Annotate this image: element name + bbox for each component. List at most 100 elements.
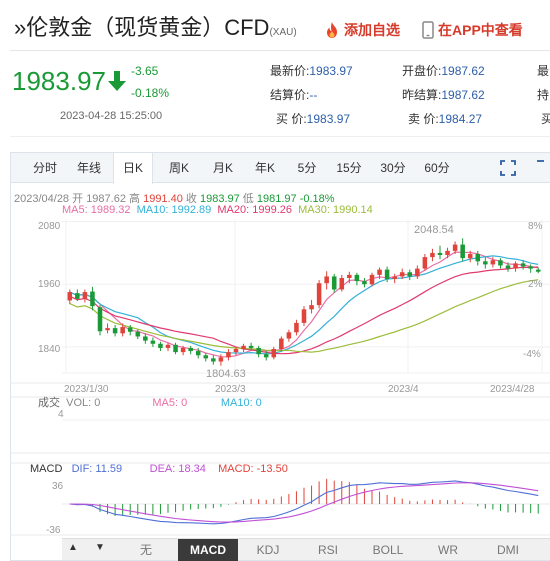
- candle-body-57: [498, 260, 503, 266]
- tab-30min[interactable]: 30分: [380, 161, 406, 175]
- tab-timeshare[interactable]: 分时: [32, 161, 57, 175]
- candle-body-29: [286, 332, 292, 339]
- price-chart[interactable]: 2080 1960 1840 8% 2% -4% 2023/1/30 2023/…: [10, 215, 550, 540]
- add-watchlist-button[interactable]: 添加自选: [324, 20, 400, 40]
- quote-field-prev-settle: 昨结算:1987.62: [402, 88, 485, 102]
- tab-weekly-k[interactable]: 周K: [168, 161, 189, 175]
- ind-rsi[interactable]: RSI: [317, 543, 338, 557]
- quote-field-open: 开盘价:1987.62: [402, 64, 485, 78]
- candle-body-58: [505, 265, 511, 269]
- candle-body-20: [218, 357, 224, 362]
- candle-body-30: [294, 322, 299, 333]
- price-change: -3.65: [131, 64, 159, 78]
- candle-body-60: [520, 263, 526, 267]
- candle-body-15: [180, 347, 186, 353]
- candle-body-39: [362, 281, 367, 285]
- ma5-value: MA5: 1989.32: [62, 204, 131, 216]
- candle-body-42: [384, 269, 390, 280]
- quote-field-ask: 卖 价:1984.27: [408, 112, 483, 126]
- candle-body-41: [377, 269, 382, 275]
- ind-none[interactable]: 无: [139, 543, 152, 557]
- last-price: 1983.97: [12, 66, 106, 96]
- ind-boll[interactable]: BOLL: [372, 543, 404, 557]
- tab-monthly-k[interactable]: 月K: [212, 161, 233, 175]
- candle-body-47: [422, 257, 428, 269]
- chart-grid: [10, 219, 550, 536]
- ma-line-ma20: [69, 266, 539, 355]
- more-icon[interactable]: [536, 160, 550, 176]
- pct-tick-2: 2%: [528, 279, 543, 290]
- y-tick-2080: 2080: [38, 221, 61, 232]
- price-change-pct: -0.18%: [131, 86, 170, 100]
- ind-dmi[interactable]: DMI: [497, 543, 519, 557]
- ma-line-ma5: [69, 251, 539, 358]
- candle-body-45: [407, 272, 413, 277]
- candle-body-50: [445, 250, 450, 256]
- candle-body-5: [105, 328, 110, 331]
- fullscreen-icon[interactable]: [500, 160, 516, 176]
- header-divider: [10, 50, 550, 51]
- title-text: »伦敦金（现货黄金）CFD: [14, 15, 270, 40]
- candle-body-8: [127, 327, 133, 332]
- ind-wr[interactable]: WR: [438, 543, 458, 557]
- x-tick-apr: 2023/4: [388, 384, 419, 395]
- tab-yearline[interactable]: 年线: [76, 161, 101, 175]
- ind-kdj[interactable]: KDJ: [256, 543, 280, 557]
- quote-time: 2023-04-28 15:25:00: [60, 110, 163, 122]
- quote-field-high: 最: [537, 64, 550, 78]
- candle-body-36: [339, 277, 345, 290]
- ma-line-ma10: [69, 255, 539, 355]
- candle-body-48: [430, 252, 435, 258]
- candle-body-2: [82, 292, 88, 299]
- candle-body-9: [135, 331, 141, 337]
- candle-body-40: [369, 274, 375, 285]
- candle-body-24: [248, 345, 254, 348]
- macd-axis-bottom: -36: [46, 525, 61, 536]
- open-in-app-button[interactable]: 在APP中查看: [422, 20, 523, 40]
- macd-dea-line: [69, 482, 539, 523]
- candle-body-31: [301, 309, 307, 323]
- candle-body-61: [528, 266, 533, 269]
- candle-body-1: [75, 293, 80, 299]
- ind-macd[interactable]: MACD: [178, 539, 238, 561]
- candle-body-25: [256, 347, 261, 355]
- quote-divider: [10, 136, 550, 137]
- scroll-down-button[interactable]: ▼: [95, 542, 105, 553]
- candle-body-11: [150, 340, 156, 344]
- ma20-value: MA20: 1999.26: [217, 204, 292, 216]
- quote-field-bid: 买 价:1983.97: [276, 112, 351, 126]
- candle-body-27: [271, 348, 277, 358]
- title-unit: (XAU): [269, 27, 297, 38]
- candle-body-23: [241, 345, 246, 349]
- macd-chart: [62, 478, 550, 525]
- macd-dif-line: [69, 480, 539, 525]
- candle-body-6: [112, 328, 118, 334]
- candle-body-19: [211, 358, 216, 362]
- min-annotation: 1804.63: [206, 368, 246, 380]
- tab-5min[interactable]: 5分: [297, 161, 317, 175]
- max-annotation: 2048.54: [414, 224, 454, 236]
- add-watchlist-label: 添加自选: [344, 22, 400, 38]
- candle-body-52: [460, 244, 465, 259]
- y-tick-1960: 1960: [38, 279, 61, 290]
- candle-body-14: [173, 344, 178, 353]
- candles: [67, 238, 541, 366]
- tab-15min[interactable]: 15分: [336, 161, 362, 175]
- candle-body-55: [483, 261, 488, 265]
- tab-daily-k[interactable]: 日K: [113, 153, 153, 184]
- candle-body-26: [263, 354, 269, 358]
- candle-body-34: [324, 276, 329, 284]
- ma10-value: MA10: 1992.89: [136, 204, 212, 216]
- ma-readout: MA5: 1989.32 MA10: 1992.89 MA20: 1999.26…: [62, 204, 373, 216]
- y-tick-1840: 1840: [38, 344, 61, 355]
- tab-yearly-k[interactable]: 年K: [254, 161, 275, 175]
- scroll-up-button[interactable]: ▲: [68, 542, 78, 553]
- down-arrow-icon: [108, 71, 126, 91]
- pct-tick-neg4: -4%: [523, 349, 541, 360]
- candle-body-56: [490, 260, 496, 265]
- vol-axis-value: 4: [58, 409, 64, 420]
- candle-body-10: [143, 336, 148, 341]
- candle-body-0: [67, 292, 73, 301]
- tab-60min[interactable]: 60分: [424, 161, 450, 175]
- candle-body-12: [158, 343, 163, 348]
